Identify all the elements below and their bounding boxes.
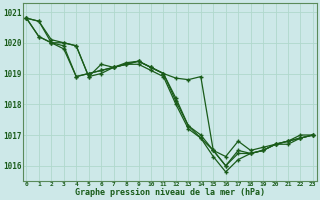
X-axis label: Graphe pression niveau de la mer (hPa): Graphe pression niveau de la mer (hPa) [75,188,265,197]
